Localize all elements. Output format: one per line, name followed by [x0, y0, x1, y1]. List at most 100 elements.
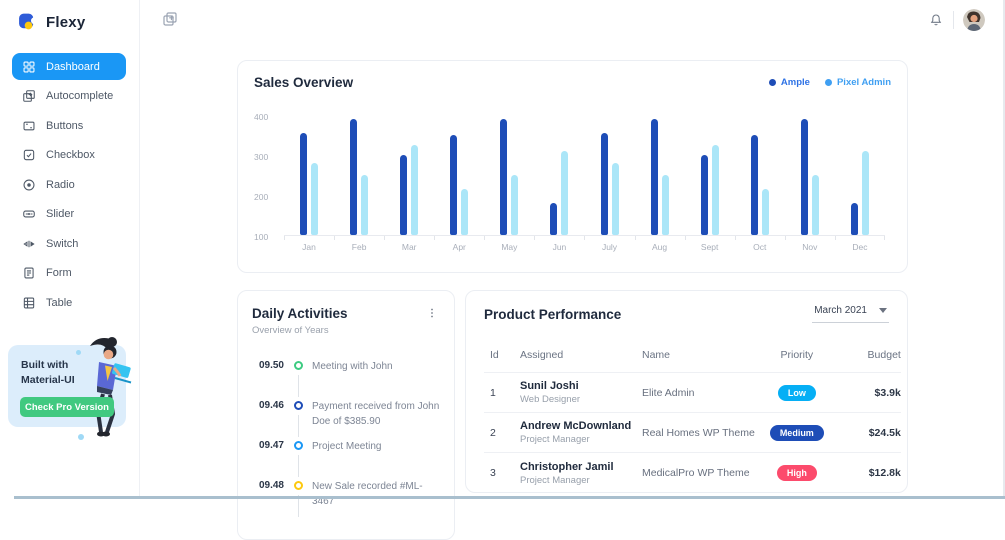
legend-label: Pixel Admin — [836, 77, 891, 88]
bar-ample — [300, 133, 308, 235]
kebab-menu-icon[interactable] — [424, 305, 440, 321]
timeline-item: 09.48 New Sale recorded #ML-3467 — [252, 480, 440, 520]
sidebar-item-icon — [22, 60, 36, 74]
bar-group — [334, 119, 384, 235]
bar-pixel-admin — [611, 163, 619, 235]
product-performance-card: Product Performance March 2021 Id Assign… — [465, 290, 908, 493]
x-axis-label: Dec — [834, 236, 885, 252]
sidebar-item[interactable]: Table — [12, 289, 126, 316]
sidebar-item[interactable]: Buttons — [12, 112, 126, 139]
bar-ample — [800, 119, 808, 235]
timeline-dot — [293, 441, 303, 450]
product-performance-title: Product Performance — [484, 306, 622, 322]
sidebar-item[interactable]: Dashboard — [12, 53, 126, 80]
bar-ample — [700, 155, 708, 235]
notification-bell-icon[interactable] — [928, 12, 944, 28]
bar-pixel-admin — [861, 151, 869, 235]
bar-group — [735, 135, 785, 235]
promo-text: Built with Material-UI — [21, 359, 75, 386]
timeline-text: New Sale recorded #ML-3467 — [312, 481, 423, 507]
sidebar-item-label: Switch — [46, 237, 79, 250]
sidebar-item-label: Autocomplete — [46, 90, 114, 102]
cell-budget: $12.8k — [868, 467, 901, 479]
sidebar-item-label: Radio — [46, 178, 75, 191]
y-axis-label: 100 — [254, 232, 269, 242]
bar-pixel-admin — [411, 145, 419, 235]
sidebar-item-icon — [22, 296, 36, 310]
column-header-name: Name — [642, 349, 755, 373]
bar-ample — [600, 133, 608, 235]
period-dropdown[interactable]: March 2021 — [812, 305, 889, 323]
topbar-actions — [928, 0, 985, 40]
cell-priority: High — [755, 453, 839, 493]
daily-activities-title: Daily Activities — [252, 305, 348, 321]
timeline-connector — [298, 455, 299, 477]
x-axis-label: Nov — [784, 236, 835, 252]
sidebar-item-label: Checkbox — [46, 149, 95, 161]
assignee-role: Project Manager — [520, 434, 590, 445]
sidebar-item-icon — [22, 148, 36, 162]
sidebar-item-label: Table — [46, 296, 73, 309]
sidebar-item[interactable]: Form — [12, 260, 126, 287]
sidebar-item[interactable]: Switch — [12, 230, 126, 257]
x-axis-label: Apr — [434, 236, 484, 252]
timeline-text: Meeting with John — [312, 361, 393, 372]
x-axis-label: Jan — [284, 236, 334, 252]
bar-pixel-admin — [511, 175, 519, 235]
x-axis-label: Oct — [734, 236, 785, 252]
timeline-dot — [293, 361, 303, 370]
y-axis-label: 200 — [254, 192, 269, 202]
timeline-text: Payment received from John Doe of $385.9… — [312, 401, 440, 427]
legend-label: Ample — [780, 77, 810, 88]
bar-group — [534, 151, 584, 235]
cell-id: 2 — [484, 413, 520, 453]
user-avatar[interactable] — [963, 9, 985, 31]
cell-assigned: Andrew McDownland Project Manager — [520, 413, 642, 453]
bar-group — [584, 133, 634, 235]
decorative-dot — [78, 434, 84, 440]
bar-group — [384, 145, 434, 235]
bar-ample — [750, 135, 758, 235]
bar-group — [484, 119, 534, 235]
horizontal-scrollbar[interactable] — [14, 496, 1005, 499]
bar-pixel-admin — [561, 151, 569, 235]
timeline-time: 09.48 — [258, 480, 284, 491]
x-axis-label: Sept — [684, 236, 735, 252]
cell-id: 3 — [490, 467, 496, 479]
cell-priority: Medium — [754, 413, 839, 453]
column-header-priority: Priority — [754, 349, 839, 373]
sidebar-item-icon — [22, 89, 36, 103]
bar-pixel-admin — [361, 175, 369, 235]
sidebar-item[interactable]: Slider — [12, 201, 126, 228]
column-header-assigned: Assigned — [520, 349, 642, 373]
flexy-logo-icon — [17, 12, 37, 32]
legend-item[interactable]: Pixel Admin — [824, 77, 891, 88]
sidebar-item-label: Buttons — [46, 119, 84, 132]
brand-logo[interactable]: Flexy — [0, 0, 139, 32]
legend-item[interactable]: Ample — [768, 77, 810, 88]
column-header-budget: Budget — [838, 349, 901, 373]
chart-x-axis: Jan Feb Mar Apr May Jun July Aug Sept Oct Nov Dec — [284, 236, 885, 252]
sidebar-item-icon — [22, 119, 36, 133]
sidebar-item[interactable]: Radio — [12, 171, 126, 198]
topbar-divider — [953, 11, 954, 29]
sidebar-item[interactable]: Checkbox — [12, 142, 126, 169]
legend-dot — [768, 79, 776, 86]
bar-pixel-admin — [461, 189, 469, 235]
cell-assigned: Christopher Jamil Project Manager — [520, 453, 642, 493]
y-axis-label: 400 — [254, 112, 269, 122]
sales-bar-chart: Jan Feb Mar Apr May Jun July Aug Sept Oct Nov Dec 4… — [254, 102, 891, 262]
sidebar-item[interactable]: Autocomplete — [12, 83, 126, 110]
bar-ample — [550, 203, 558, 235]
sidebar-item-label: Form — [46, 267, 72, 279]
topbar — [140, 0, 1003, 40]
bar-ample — [450, 135, 458, 235]
chart-legend: Ample Pixel Admin — [768, 77, 891, 88]
assignee-name: Andrew McDownland — [520, 420, 632, 432]
bar-ample — [850, 203, 858, 235]
cell-priority: Low — [754, 373, 839, 413]
check-pro-version-button[interactable]: Check Pro Version — [20, 397, 114, 417]
cell-id: 1 — [484, 373, 520, 413]
apps-window-icon[interactable] — [162, 11, 178, 32]
sidebar-item-label: Dashboard — [46, 60, 100, 73]
